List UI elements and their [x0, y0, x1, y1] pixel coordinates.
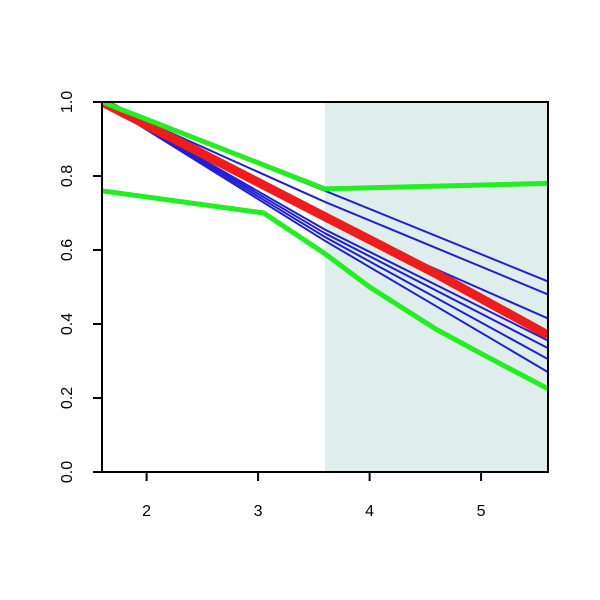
series-line-8 — [102, 102, 548, 340]
shaded-region — [325, 102, 548, 472]
plot-frame — [101, 101, 549, 473]
series-line-7 — [102, 102, 548, 373]
series-line-5 — [102, 102, 548, 349]
y-tick-label: 0.8 — [59, 165, 76, 187]
plot-area — [102, 102, 548, 472]
series-line-10 — [102, 188, 548, 392]
x-tick-label: 3 — [254, 503, 263, 520]
x-tick-label: 5 — [477, 503, 486, 520]
axes: 2 3 4 5 0.0 0.2 0.4 0.6 0.8 1.0 — [59, 91, 549, 520]
y-tick-label: 0.4 — [59, 313, 76, 335]
series-line-6 — [102, 102, 548, 360]
y-tick-label: 0.6 — [59, 239, 76, 261]
y-tick-label: 0.0 — [59, 461, 76, 483]
y-tick-label: 0.2 — [59, 387, 76, 409]
y-tick-label: 1.0 — [59, 91, 76, 113]
x-tick-label: 2 — [142, 503, 151, 520]
x-tick-label: 4 — [365, 503, 374, 520]
series-line-9 — [102, 102, 548, 192]
